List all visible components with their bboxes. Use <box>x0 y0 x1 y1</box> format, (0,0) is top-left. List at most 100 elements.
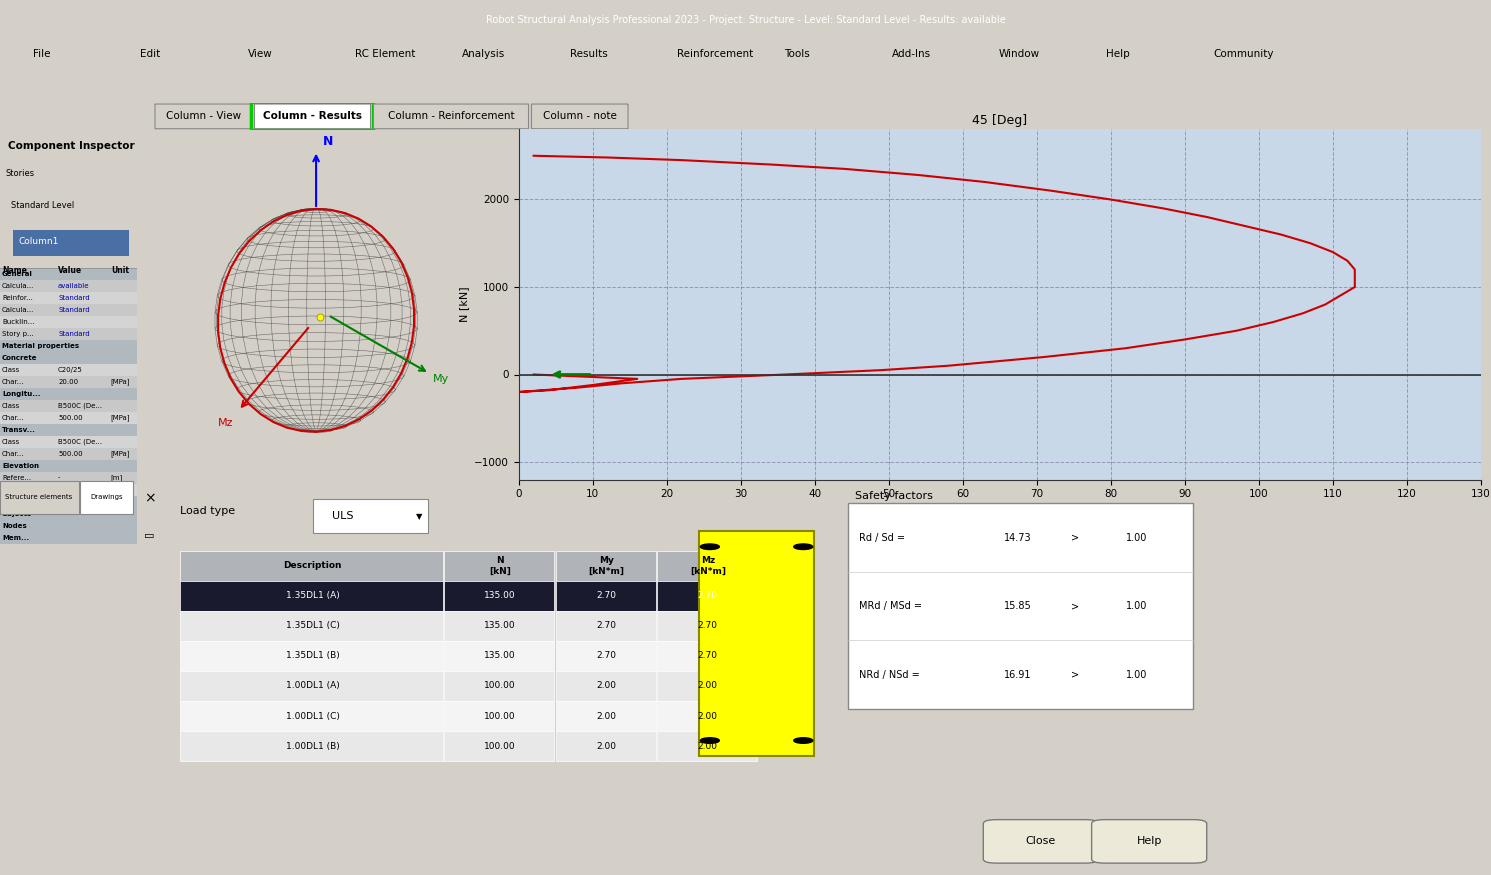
Text: Standard: Standard <box>58 307 89 313</box>
Text: >: > <box>1072 601 1079 611</box>
Circle shape <box>701 544 719 550</box>
Text: Class: Class <box>1 367 21 373</box>
Bar <box>0 472 137 484</box>
Bar <box>0 436 137 448</box>
Text: Transv...: Transv... <box>1 427 36 433</box>
Text: [MPa]: [MPa] <box>110 415 130 421</box>
Text: File: File <box>33 49 51 59</box>
Text: Calcula...: Calcula... <box>1 307 34 313</box>
Text: 1.00DL1 (A): 1.00DL1 (A) <box>286 682 340 690</box>
FancyBboxPatch shape <box>984 820 1099 863</box>
Bar <box>180 640 443 671</box>
Bar <box>180 611 443 640</box>
Text: Reinfor...: Reinfor... <box>1 295 33 301</box>
Text: 20.00: 20.00 <box>58 379 78 385</box>
Text: N: N <box>324 136 334 149</box>
Text: Story p...: Story p... <box>1 331 34 337</box>
Bar <box>658 550 757 581</box>
Bar <box>444 671 555 701</box>
Text: 2.69: 2.69 <box>58 487 73 493</box>
Text: 1.00: 1.00 <box>1126 533 1147 542</box>
Text: My
[kN*m]: My [kN*m] <box>589 556 625 576</box>
Text: Mz
[kN*m]: Mz [kN*m] <box>690 556 726 576</box>
Text: 2.70: 2.70 <box>596 651 616 661</box>
Bar <box>556 640 656 671</box>
Text: 135.00: 135.00 <box>485 621 516 630</box>
Bar <box>848 503 1193 709</box>
Circle shape <box>793 544 813 550</box>
Text: 1.35DL1 (C): 1.35DL1 (C) <box>286 621 340 630</box>
Bar <box>658 701 757 731</box>
FancyBboxPatch shape <box>1091 820 1206 863</box>
Text: Elevation: Elevation <box>1 463 39 469</box>
Text: 100.00: 100.00 <box>485 711 516 720</box>
Text: Stories: Stories <box>6 169 34 178</box>
Bar <box>444 581 555 611</box>
Text: 1.00DL1 (B): 1.00DL1 (B) <box>286 742 340 751</box>
Text: Standard: Standard <box>58 331 89 337</box>
Text: 135.00: 135.00 <box>485 651 516 661</box>
Bar <box>658 671 757 701</box>
Bar <box>0 495 137 507</box>
Title: 45 [Deg]: 45 [Deg] <box>972 114 1027 127</box>
Text: >: > <box>1072 533 1079 542</box>
Bar <box>658 731 757 761</box>
Text: Column - View: Column - View <box>166 111 242 122</box>
Y-axis label: N [kN]: N [kN] <box>459 287 468 322</box>
Text: Structure: Structure <box>1 499 40 505</box>
Bar <box>12 230 128 255</box>
Text: 2.70: 2.70 <box>698 621 717 630</box>
Circle shape <box>793 738 813 743</box>
Text: 2.00: 2.00 <box>596 682 616 690</box>
Text: 2.00: 2.00 <box>596 711 616 720</box>
Text: Robot Structural Analysis Professional 2023 - Project: Structure - Level: Standa: Robot Structural Analysis Professional 2… <box>486 15 1005 24</box>
Bar <box>0 484 137 495</box>
Bar <box>0 280 137 292</box>
Text: Standard: Standard <box>58 295 89 301</box>
Text: -: - <box>58 475 61 480</box>
Bar <box>444 701 555 731</box>
Text: C20/25: C20/25 <box>58 367 83 373</box>
Bar <box>658 640 757 671</box>
Text: Results: Results <box>570 49 607 59</box>
Bar <box>0 292 137 304</box>
Text: 100.00: 100.00 <box>485 742 516 751</box>
Text: Nodes: Nodes <box>1 522 27 528</box>
Text: Drawings: Drawings <box>91 494 122 500</box>
Bar <box>556 731 656 761</box>
Bar <box>0 340 137 352</box>
Text: 2.00: 2.00 <box>698 711 717 720</box>
Bar <box>180 701 443 731</box>
Text: NRd / NSd =: NRd / NSd = <box>859 669 920 680</box>
Text: 500.00: 500.00 <box>58 451 82 457</box>
Text: [MPa]: [MPa] <box>110 378 130 385</box>
Text: Analysis: Analysis <box>462 49 505 59</box>
Bar <box>0 520 137 532</box>
Text: Column - note: Column - note <box>543 111 617 122</box>
Text: Calcula...: Calcula... <box>1 283 34 289</box>
Bar <box>556 611 656 640</box>
Bar <box>0 400 137 412</box>
Text: Class: Class <box>1 402 21 409</box>
Text: available: available <box>58 283 89 289</box>
Text: Char...: Char... <box>1 379 25 385</box>
Bar <box>658 611 757 640</box>
Bar <box>556 581 656 611</box>
Bar <box>0 507 137 520</box>
Bar <box>444 611 555 640</box>
Text: Edit: Edit <box>140 49 161 59</box>
Bar <box>699 531 814 756</box>
Bar <box>0 424 137 436</box>
Text: Material properties: Material properties <box>1 343 79 349</box>
Text: Char...: Char... <box>1 451 25 457</box>
Text: Component Inspector: Component Inspector <box>7 141 134 150</box>
Bar <box>556 550 656 581</box>
Text: 1.00: 1.00 <box>1126 669 1147 680</box>
Text: Help: Help <box>1106 49 1130 59</box>
Text: Bucklin...: Bucklin... <box>1 318 34 325</box>
Circle shape <box>701 738 719 743</box>
FancyBboxPatch shape <box>255 104 371 129</box>
Text: Rd / Sd =: Rd / Sd = <box>859 533 905 542</box>
Text: Char...: Char... <box>1 415 25 421</box>
Text: 2.00: 2.00 <box>596 742 616 751</box>
